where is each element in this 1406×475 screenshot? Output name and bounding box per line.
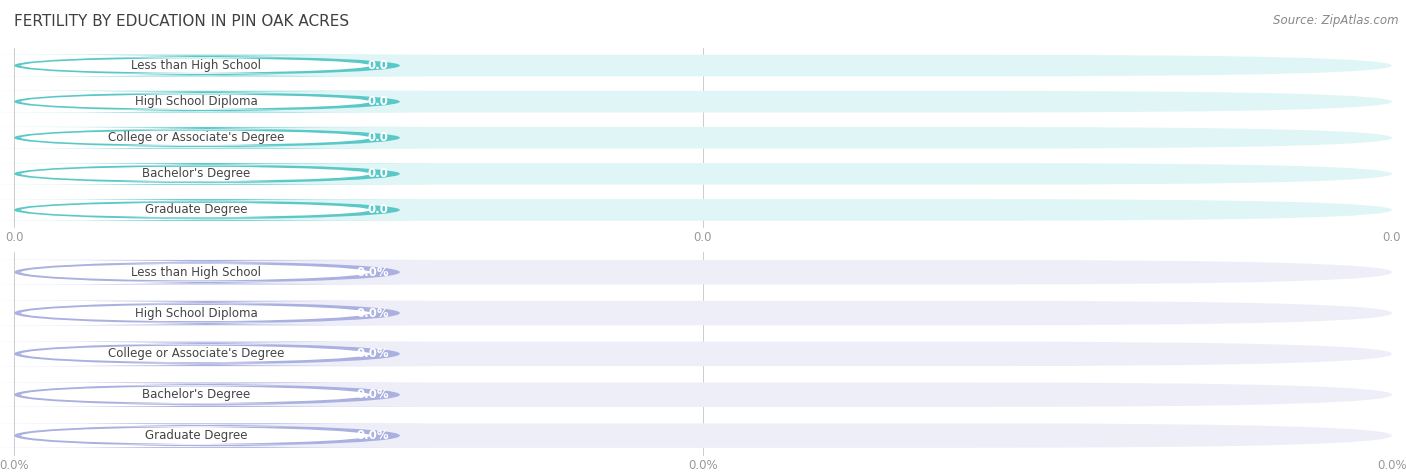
FancyBboxPatch shape (14, 342, 1392, 366)
FancyBboxPatch shape (0, 342, 427, 366)
FancyBboxPatch shape (0, 55, 427, 76)
FancyBboxPatch shape (20, 166, 373, 182)
Text: 0.0%: 0.0% (356, 429, 389, 442)
FancyBboxPatch shape (20, 263, 373, 282)
Text: 0.0%: 0.0% (356, 266, 389, 279)
FancyBboxPatch shape (20, 426, 373, 445)
FancyBboxPatch shape (0, 301, 427, 325)
FancyBboxPatch shape (14, 423, 1392, 448)
FancyBboxPatch shape (14, 199, 1392, 221)
Text: 0.0: 0.0 (368, 59, 389, 72)
FancyBboxPatch shape (14, 55, 1392, 76)
FancyBboxPatch shape (14, 260, 1392, 285)
Text: Graduate Degree: Graduate Degree (145, 429, 247, 442)
FancyBboxPatch shape (20, 344, 373, 363)
Text: Less than High School: Less than High School (131, 59, 262, 72)
Text: 0.0: 0.0 (368, 131, 389, 144)
Text: Graduate Degree: Graduate Degree (145, 203, 247, 217)
FancyBboxPatch shape (20, 385, 373, 404)
FancyBboxPatch shape (0, 199, 427, 221)
Text: 0.0%: 0.0% (356, 306, 389, 320)
FancyBboxPatch shape (14, 382, 1392, 407)
FancyBboxPatch shape (14, 301, 1392, 325)
FancyBboxPatch shape (0, 91, 427, 113)
Text: Source: ZipAtlas.com: Source: ZipAtlas.com (1274, 14, 1399, 27)
Text: High School Diploma: High School Diploma (135, 95, 257, 108)
Text: FERTILITY BY EDUCATION IN PIN OAK ACRES: FERTILITY BY EDUCATION IN PIN OAK ACRES (14, 14, 349, 29)
Text: 0.0: 0.0 (368, 203, 389, 217)
Text: 0.0%: 0.0% (356, 388, 389, 401)
FancyBboxPatch shape (20, 130, 373, 146)
FancyBboxPatch shape (20, 304, 373, 323)
Text: 0.0%: 0.0% (356, 347, 389, 361)
FancyBboxPatch shape (0, 382, 427, 407)
FancyBboxPatch shape (14, 163, 1392, 185)
Text: Less than High School: Less than High School (131, 266, 262, 279)
FancyBboxPatch shape (14, 91, 1392, 113)
FancyBboxPatch shape (20, 202, 373, 218)
Text: College or Associate's Degree: College or Associate's Degree (108, 131, 284, 144)
Text: 0.0: 0.0 (368, 95, 389, 108)
FancyBboxPatch shape (20, 94, 373, 110)
FancyBboxPatch shape (0, 127, 427, 149)
FancyBboxPatch shape (0, 423, 427, 448)
Text: High School Diploma: High School Diploma (135, 306, 257, 320)
Text: 0.0: 0.0 (368, 167, 389, 180)
FancyBboxPatch shape (20, 57, 373, 74)
Text: College or Associate's Degree: College or Associate's Degree (108, 347, 284, 361)
FancyBboxPatch shape (0, 163, 427, 185)
Text: Bachelor's Degree: Bachelor's Degree (142, 167, 250, 180)
FancyBboxPatch shape (14, 127, 1392, 149)
FancyBboxPatch shape (0, 260, 427, 285)
Text: Bachelor's Degree: Bachelor's Degree (142, 388, 250, 401)
